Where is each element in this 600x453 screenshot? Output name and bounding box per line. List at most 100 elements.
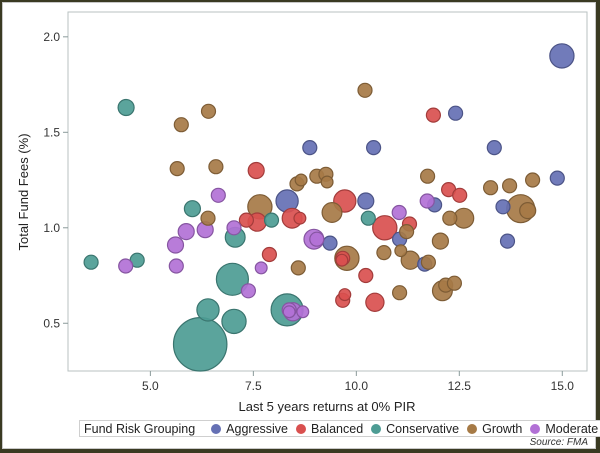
legend-label: Growth <box>482 421 523 436</box>
x-axis-label: Last 5 years returns at 0% PIR <box>238 399 415 414</box>
bubble-conservative <box>183 200 201 218</box>
bubble-growth <box>519 202 537 220</box>
plot-area <box>67 11 588 372</box>
bubble-growth <box>420 254 436 270</box>
x-tick-label: 15.0 <box>551 379 575 393</box>
bubble-balanced <box>338 288 352 302</box>
bubble-balanced <box>247 161 265 180</box>
legend-entry-conservative[interactable]: Conservative <box>371 422 459 436</box>
bubble-growth <box>200 103 217 119</box>
legend-swatch-growth <box>467 423 478 434</box>
x-axis: 5.0 7.5 10.0 12.5 15.0 <box>142 371 574 393</box>
x-tick-label: 7.5 <box>245 379 262 393</box>
legend-title: Fund Risk Grouping <box>84 421 196 436</box>
bubble-growth <box>394 244 408 258</box>
bubble-moderate <box>282 305 296 319</box>
bubble-balanced <box>358 267 374 284</box>
bubble-growth <box>399 224 415 240</box>
bubble-growth <box>376 245 392 261</box>
bubble-aggressive <box>302 140 318 156</box>
bubble-moderate <box>254 261 268 275</box>
bubble-growth <box>524 172 541 188</box>
bubble-aggressive <box>486 140 502 156</box>
bubble-growth <box>420 168 436 184</box>
bubble-growth <box>442 210 458 226</box>
bubble-moderate <box>419 193 435 209</box>
bubble-moderate <box>240 283 256 299</box>
legend-entry-aggressive[interactable]: Aggressive <box>211 422 288 436</box>
bubble-aggressive <box>549 170 565 186</box>
bubble-moderate <box>177 223 195 241</box>
y-tick-label: 1.5 <box>43 125 60 139</box>
bubble-moderate <box>166 236 185 254</box>
bubble-growth <box>208 159 224 175</box>
bubble-growth <box>169 161 185 177</box>
bubble-moderate <box>168 258 184 274</box>
legend-swatch-moderate <box>530 423 541 434</box>
x-tick-label: 5.0 <box>142 379 159 393</box>
bubble-growth <box>446 275 462 291</box>
bubble-moderate <box>118 258 134 274</box>
bubble-moderate <box>391 204 407 221</box>
y-tick-label: 0.5 <box>43 316 60 330</box>
bubble-balanced <box>372 215 398 241</box>
bubble-growth <box>200 210 216 226</box>
bubble-growth <box>392 285 408 301</box>
bubbles <box>83 43 575 372</box>
legend-entry-balanced[interactable]: Balanced <box>296 422 363 436</box>
bubble-conservative <box>360 210 376 226</box>
legend-label: Aggressive <box>226 421 289 436</box>
source-note: Source: FMA <box>529 437 588 448</box>
bubble-growth <box>502 178 518 194</box>
bubble-aggressive <box>366 140 382 156</box>
bubble-conservative <box>117 98 135 117</box>
bubble-aggressive <box>495 199 511 215</box>
y-tick-label: 2.0 <box>43 30 60 44</box>
legend-label: Conservative <box>386 421 460 436</box>
bubble-conservative <box>221 308 247 335</box>
bubble-balanced <box>238 212 254 228</box>
bubble-conservative <box>83 254 99 270</box>
bubble-conservative <box>172 316 228 372</box>
bubble-moderate <box>226 220 242 236</box>
bubble-moderate <box>210 187 226 203</box>
bubble-conservative <box>215 262 249 296</box>
legend-entry-moderate[interactable]: Moderate <box>530 422 598 436</box>
bubble-balanced <box>293 211 307 225</box>
x-tick-label: 12.5 <box>448 379 472 393</box>
bubble-aggressive <box>448 105 464 121</box>
y-axis-label: Total Fund Fees (%) <box>16 133 31 250</box>
legend-label: Balanced <box>311 421 364 436</box>
bubble-growth <box>431 232 449 250</box>
bubble-conservative <box>196 298 220 322</box>
bubble-moderate <box>296 305 310 319</box>
bubble-aggressive <box>357 192 375 210</box>
x-tick-label: 10.0 <box>345 379 369 393</box>
y-tick-label: 1.0 <box>43 221 60 235</box>
bubble-growth <box>173 117 189 133</box>
bubble-growth <box>483 180 499 196</box>
bubble-balanced <box>425 107 441 123</box>
legend-swatch-aggressive <box>211 423 222 434</box>
bubble-growth <box>294 173 308 187</box>
bubble-growth <box>320 175 334 189</box>
legend-swatch-balanced <box>296 423 307 434</box>
bubble-conservative <box>263 212 280 228</box>
bubble-balanced <box>335 253 349 267</box>
bubble-moderate <box>309 231 325 247</box>
legend-entry-growth[interactable]: Growth <box>467 422 522 436</box>
bubble-aggressive <box>499 233 516 249</box>
legend-label: Moderate <box>545 421 599 436</box>
bubble-growth <box>357 82 373 98</box>
bubble-aggressive <box>549 43 575 69</box>
legend: Fund Risk Grouping Aggressive Balanced C… <box>79 420 600 437</box>
bubble-balanced <box>452 187 468 203</box>
bubble-aggressive <box>322 235 338 251</box>
bubble-growth <box>321 202 343 224</box>
bubble-growth <box>290 260 306 276</box>
bubble-balanced <box>261 246 277 263</box>
bubble-balanced <box>365 292 385 312</box>
legend-swatch-conservative <box>371 423 382 434</box>
y-axis: 0.5 1.0 1.5 2.0 <box>43 30 68 330</box>
